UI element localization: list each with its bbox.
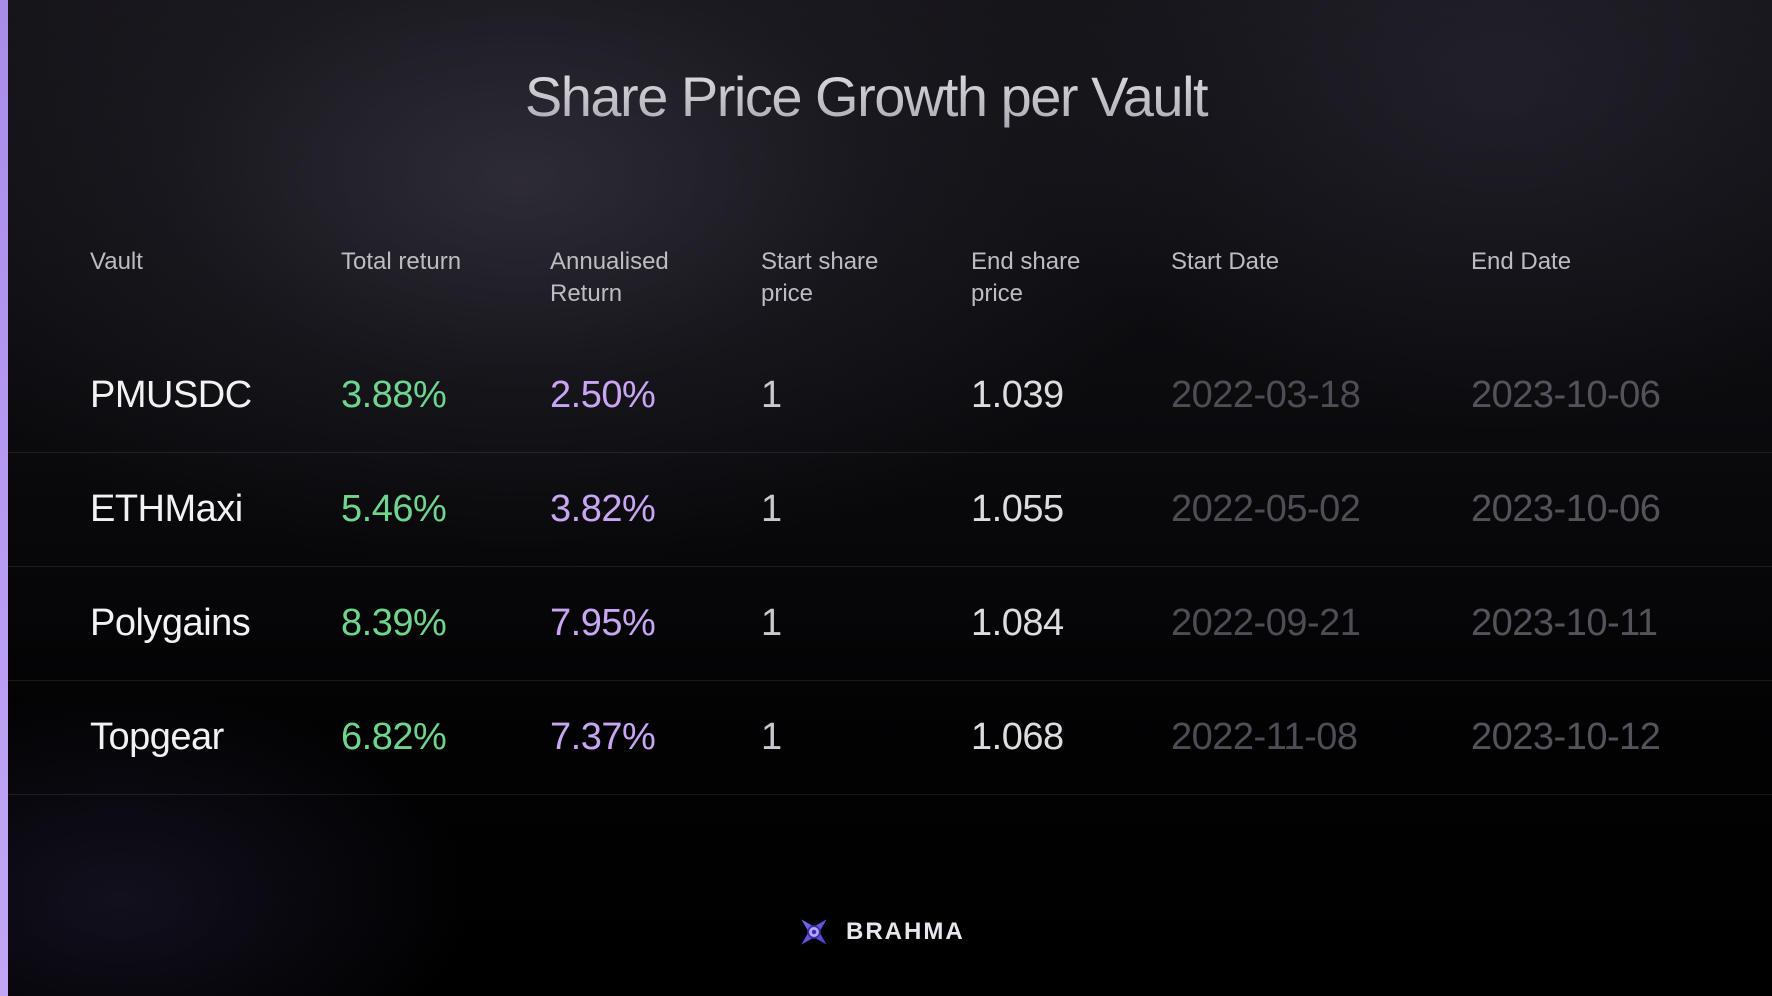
annualised-return-value: 7.95% [550,602,656,644]
brand-name: BRAHMA [846,918,965,945]
table-row: ETHMaxi 5.46% 3.82% 1 1.055 2022-05-02 2… [8,452,1772,567]
vault-name: Topgear [90,716,224,758]
end-date-value: 2023-10-06 [1471,374,1661,416]
header-total-return: Total return [341,248,462,275]
left-accent-bar [0,0,8,996]
start-share-price-value: 1 [761,602,782,644]
start-share-price-value: 1 [761,716,782,758]
brahma-logo-icon [801,919,827,945]
vault-name: Polygains [90,602,251,644]
start-date-value: 2022-05-02 [1171,488,1361,530]
header-annualised-return: Annualised Return [550,248,669,307]
page-title: Share Price Growth per Vault [0,64,1732,129]
vault-name: ETHMaxi [90,488,243,530]
header-start-date: Start Date [1171,248,1280,275]
header-start-share-price: Start share price [761,248,879,307]
table-row: Polygains 8.39% 7.95% 1 1.084 2022-09-21… [8,566,1772,681]
total-return-value: 6.82% [341,716,447,758]
start-date-value: 2022-09-21 [1171,602,1361,644]
start-date-value: 2022-03-18 [1171,374,1361,416]
table-row: Topgear 6.82% 7.37% 1 1.068 2022-11-08 2… [8,680,1772,795]
end-share-price-value: 1.068 [971,716,1064,758]
annualised-return-value: 2.50% [550,374,656,416]
table-row: PMUSDC 3.88% 2.50% 1 1.039 2022-03-18 20… [8,338,1772,453]
end-share-price-value: 1.039 [971,374,1064,416]
total-return-value: 8.39% [341,602,447,644]
start-share-price-value: 1 [761,374,782,416]
end-share-price-value: 1.055 [971,488,1064,530]
end-date-value: 2023-10-12 [1471,716,1661,758]
total-return-value: 5.46% [341,488,447,530]
vault-name: PMUSDC [90,374,252,416]
brand-footer: BRAHMA [796,912,965,952]
annualised-return-value: 7.37% [550,716,656,758]
start-share-price-value: 1 [761,488,782,530]
end-date-value: 2023-10-06 [1471,488,1661,530]
end-share-price-value: 1.084 [971,602,1064,644]
end-date-value: 2023-10-11 [1471,602,1658,644]
header-end-date: End Date [1471,248,1572,275]
header-vault: Vault [90,248,143,275]
total-return-value: 3.88% [341,374,447,416]
start-date-value: 2022-11-08 [1171,716,1358,758]
header-end-share-price: End share price [971,248,1081,307]
annualised-return-value: 3.82% [550,488,656,530]
